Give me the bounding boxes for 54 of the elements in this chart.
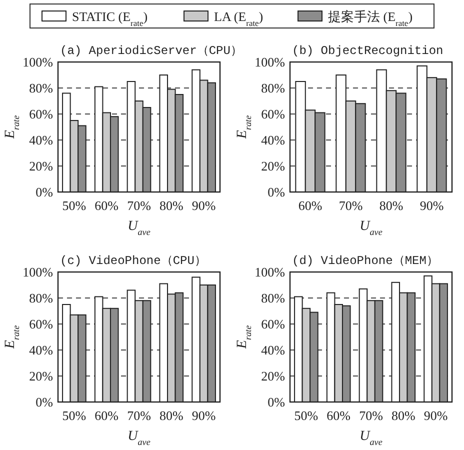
x-tick-label: 90% xyxy=(192,198,216,213)
x-tick-label: 60% xyxy=(94,198,119,213)
y-tick-label: 40% xyxy=(261,342,286,358)
y-tick-label: 40% xyxy=(29,132,54,148)
y-tick-label: 0% xyxy=(268,184,286,200)
y-tick-label: 80% xyxy=(261,290,286,306)
chart-title: (d) VideoPhone（MEM） xyxy=(292,254,438,268)
y-tick-label: 60% xyxy=(29,106,54,122)
y-tick-label: 60% xyxy=(261,316,286,332)
x-tick-label: 90% xyxy=(192,408,216,423)
legend-label: LA (E$_{rate}$) xyxy=(214,9,264,28)
x-axis-title: U$_{ave}$ xyxy=(128,429,150,447)
x-tick-label: 80% xyxy=(159,198,184,213)
x-tick-label: 60% xyxy=(298,198,322,213)
y-tick-label: 20% xyxy=(29,368,54,384)
x-tick-label: 90% xyxy=(420,198,444,213)
x-tick-label: 70% xyxy=(127,408,152,423)
x-tick-label: 80% xyxy=(391,408,416,423)
y-tick-label: 40% xyxy=(261,132,286,148)
y-tick-label: 80% xyxy=(29,290,54,306)
y-tick-label: 100% xyxy=(22,54,54,70)
x-tick-label: 60% xyxy=(94,408,119,423)
x-tick-label: 80% xyxy=(379,198,404,213)
x-tick-label: 90% xyxy=(424,408,448,423)
y-tick-label: 80% xyxy=(261,80,286,96)
y-tick-label: 100% xyxy=(22,264,54,280)
chart-title: (b) ObjectRecognition xyxy=(292,44,444,58)
x-tick-label: 80% xyxy=(159,408,184,423)
legend-label: 提案手法 (E$_{rate}$) xyxy=(328,9,413,28)
y-tick-label: 60% xyxy=(29,316,54,332)
y-tick-label: 20% xyxy=(29,158,54,174)
x-axis-title: U$_{ave}$ xyxy=(360,429,382,447)
legend-label: STATIC (E$_{rate}$) xyxy=(72,9,148,28)
chart-title: (c) VideoPhone（CPU） xyxy=(60,254,206,268)
y-tick-label: 40% xyxy=(29,342,54,358)
y-tick-label: 80% xyxy=(29,80,54,96)
x-axis-title: U$_{ave}$ xyxy=(360,219,382,237)
x-tick-label: 60% xyxy=(326,408,351,423)
y-tick-label: 60% xyxy=(261,106,286,122)
x-tick-label: 70% xyxy=(359,408,384,423)
x-tick-label: 50% xyxy=(62,408,86,423)
y-tick-label: 20% xyxy=(261,368,286,384)
y-tick-label: 20% xyxy=(261,158,286,174)
y-tick-label: 0% xyxy=(268,394,286,410)
y-tick-label: 0% xyxy=(36,394,54,410)
x-tick-label: 70% xyxy=(127,198,152,213)
x-tick-label: 70% xyxy=(338,198,363,213)
y-tick-label: 0% xyxy=(36,184,54,200)
x-tick-label: 50% xyxy=(294,408,318,423)
x-axis-title: U$_{ave}$ xyxy=(128,219,150,237)
chart-title: (a) AperiodicServer（CPU） xyxy=(60,44,242,58)
y-tick-label: 100% xyxy=(254,264,286,280)
y-tick-label: 100% xyxy=(254,54,286,70)
x-tick-label: 50% xyxy=(62,198,86,213)
